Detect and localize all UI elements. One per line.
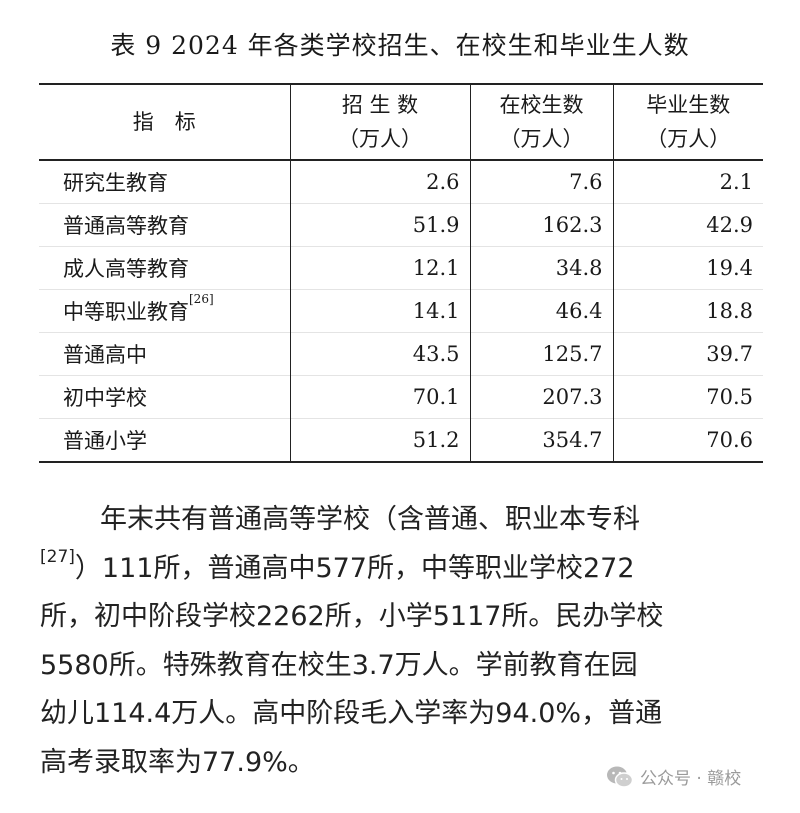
row-value: 39.7 bbox=[612, 332, 763, 376]
table-row: 初中学校 70.1 207.3 70.5 bbox=[39, 375, 763, 419]
paragraph-line: [27]）111所，普通高中577所，中等职业学校272 bbox=[40, 546, 635, 584]
header-row: 指 标 招 生 数（万人） 在校生数 （万人） 毕业生数 （万人） bbox=[39, 84, 763, 161]
row-value: 14.1 bbox=[289, 289, 470, 333]
table-title: 表 9 2024 年各类学校招生、在校生和毕业生人数 bbox=[110, 31, 690, 60]
row-label: 普通高中 bbox=[39, 332, 290, 376]
paragraph-line: 年末共有普通高等学校（含普通、职业本专科 bbox=[100, 504, 640, 535]
row-value: 207.3 bbox=[469, 375, 613, 419]
row-value: 354.7 bbox=[469, 418, 613, 462]
row-label: 成人高等教育 bbox=[39, 246, 290, 290]
table-row: 研究生教育 2.6 7.6 2.1 bbox=[39, 159, 763, 204]
row-value: 2.1 bbox=[612, 159, 763, 204]
row-value: 43.5 bbox=[289, 332, 470, 376]
table-row: 普通小学 51.2 354.7 70.6 bbox=[39, 418, 763, 462]
table-row: 普通高中 43.5 125.7 39.7 bbox=[39, 332, 763, 376]
row-value: 51.9 bbox=[289, 203, 470, 247]
table-row: 成人高等教育 12.1 34.8 19.4 bbox=[39, 246, 763, 290]
paragraph-line: 幼儿114.4万人。高中阶段毛入学率为94.0%，普通 bbox=[40, 698, 663, 729]
row-value: 12.1 bbox=[289, 246, 470, 290]
paragraph-line: 高考录取率为77.9%。 bbox=[40, 746, 315, 778]
enrollment-table: 指 标 招 生 数（万人） 在校生数 （万人） 毕业生数 （万人） 研究生教育 2.6… bbox=[39, 83, 763, 463]
header-enrollment: 招 生 数（万人） bbox=[289, 84, 470, 161]
row-value: 2.6 bbox=[289, 159, 470, 204]
row-value: 46.4 bbox=[469, 289, 613, 333]
row-value: 70.6 bbox=[612, 418, 763, 462]
row-value: 70.5 bbox=[612, 375, 763, 419]
watermark: 公众号 · 赣校 bbox=[606, 764, 741, 789]
row-value: 18.8 bbox=[612, 289, 763, 333]
row-label: 普通小学 bbox=[39, 418, 290, 462]
row-value: 162.3 bbox=[469, 203, 613, 247]
row-value: 42.9 bbox=[612, 203, 763, 247]
row-value: 7.6 bbox=[469, 159, 613, 204]
row-value: 70.1 bbox=[289, 375, 470, 419]
row-label: 普通高等教育 bbox=[39, 203, 290, 247]
header-in-school: 在校生数 （万人） bbox=[469, 84, 613, 161]
footnote-ref: [26] bbox=[189, 292, 214, 306]
row-label: 中等职业教育[26] bbox=[39, 289, 290, 333]
row-value: 19.4 bbox=[612, 246, 763, 290]
row-value: 125.7 bbox=[469, 332, 613, 376]
paragraph-line: 5580所。特殊教育在校生3.7万人。学前教育在园 bbox=[40, 649, 638, 681]
row-label: 研究生教育 bbox=[39, 159, 290, 204]
header-graduates: 毕业生数 （万人） bbox=[612, 84, 763, 161]
header-indicator: 指 标 bbox=[39, 84, 290, 161]
row-label: 初中学校 bbox=[39, 375, 290, 419]
table-row: 普通高等教育 51.9 162.3 42.9 bbox=[39, 203, 763, 247]
table-row: 中等职业教育[26] 14.1 46.4 18.8 bbox=[39, 289, 763, 333]
row-value: 51.2 bbox=[289, 418, 470, 462]
footnote-ref: [27] bbox=[40, 546, 75, 567]
row-value: 34.8 bbox=[469, 246, 613, 290]
wechat-icon bbox=[607, 766, 634, 788]
paragraph-line: 所，初中阶段学校2262所，小学5117所。民办学校 bbox=[40, 601, 664, 632]
summary-paragraph: 年末共有普通高等学校（含普通、职业本专科 [27]）111所，普通高中577所，… bbox=[40, 496, 770, 787]
